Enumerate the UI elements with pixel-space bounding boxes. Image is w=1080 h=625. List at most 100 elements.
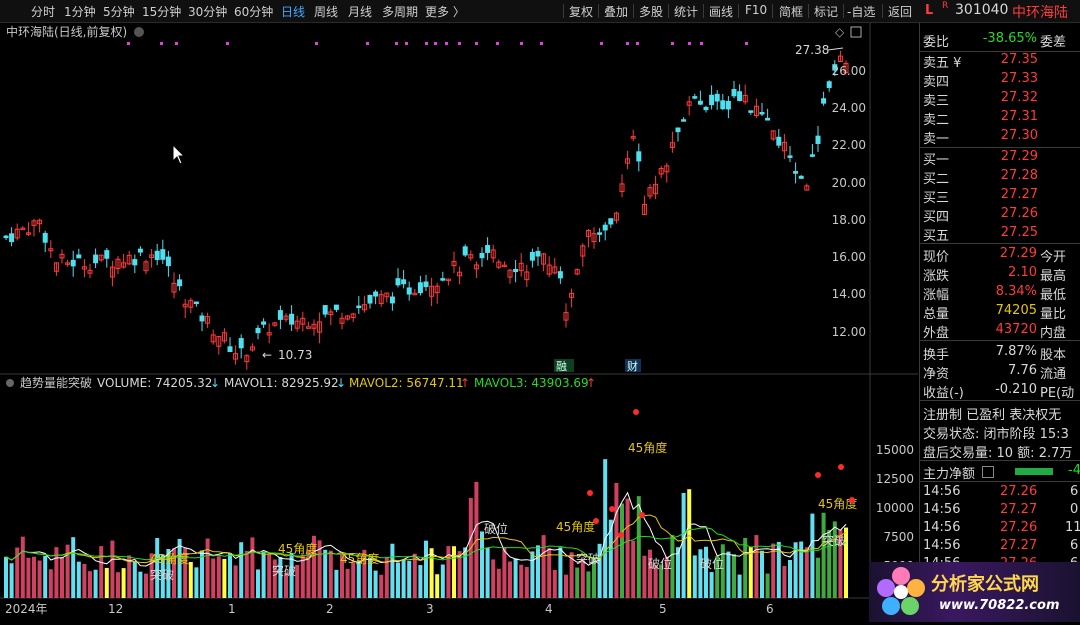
candle-body — [244, 355, 250, 363]
simple-frame-button[interactable]: 简框 — [779, 5, 804, 19]
mouse-cursor-icon — [172, 143, 186, 165]
multi-stock-button[interactable]: 多股 — [639, 5, 664, 19]
draw-line-button[interactable]: 画线 — [709, 5, 734, 19]
magenta-dot — [540, 42, 543, 45]
tab-weekly[interactable]: 周线 — [314, 5, 339, 19]
volume-bar — [306, 549, 311, 598]
f10-button[interactable]: F10 — [745, 3, 768, 17]
volume-bar — [261, 552, 266, 598]
candle-body — [585, 230, 591, 237]
red-signal-dot — [587, 490, 593, 496]
volume-bar — [244, 550, 249, 598]
divider — [920, 460, 1080, 461]
stat-row: 涨幅 8.34% 最低 — [920, 283, 1080, 303]
financial-report-badge[interactable] — [625, 359, 641, 372]
tab-timeshare[interactable]: 分时 — [31, 5, 56, 19]
restore-rights-button[interactable]: 复权 — [569, 5, 594, 19]
tick-row: 14:56 27.26 11 — [920, 519, 1080, 538]
candle-body — [367, 295, 373, 304]
volume-bar — [4, 556, 8, 598]
remove-favorite-button[interactable]: -自选 — [847, 5, 876, 19]
candle-body — [462, 246, 468, 256]
ask-row[interactable]: 卖三 27.32 — [920, 89, 1080, 109]
candle-body — [832, 64, 838, 71]
tab-30min[interactable]: 30分钟 — [188, 5, 228, 19]
candle-body — [171, 282, 177, 293]
bid-label: 买二 — [923, 172, 950, 187]
statistics-button[interactable]: 统计 — [674, 5, 699, 19]
candle-body — [815, 135, 821, 144]
signal-label: 45角度 — [278, 541, 317, 556]
window-toggle-icon[interactable] — [850, 26, 862, 38]
magenta-dot — [700, 42, 703, 45]
tab-1min[interactable]: 1分钟 — [64, 5, 96, 19]
volume-bar — [138, 571, 143, 598]
volume-bar — [636, 496, 641, 598]
volume-bar — [211, 558, 216, 598]
tick-price: 27.27 — [1000, 502, 1038, 517]
candle-body — [109, 266, 115, 278]
watermark-text: 分析家公式网 — [931, 574, 1039, 595]
candle-body — [793, 171, 799, 174]
candle-body — [143, 261, 149, 272]
ask-label: 卖一 — [923, 132, 950, 147]
price-tick: 14.00 — [832, 287, 866, 301]
volume-bar — [603, 459, 608, 598]
volume-bar — [844, 527, 848, 598]
volume-bar — [704, 546, 708, 598]
stat-value: 8.34% — [995, 284, 1037, 299]
candle-body — [199, 315, 205, 322]
overlay-button[interactable]: 叠加 — [604, 5, 629, 19]
volume-bar — [166, 549, 171, 598]
margin-trading-badge[interactable] — [554, 359, 574, 372]
tab-multi-period[interactable]: 多周期 — [382, 5, 419, 19]
ask-row[interactable]: 卖四 27.33 — [920, 70, 1080, 90]
volume-bar — [530, 551, 535, 598]
ask-row[interactable]: 卖一 27.30 — [920, 127, 1080, 147]
volume-bar — [827, 529, 832, 598]
bid-row[interactable]: 买二 27.28 — [920, 167, 1080, 187]
candle-body — [625, 158, 631, 164]
candle-body — [132, 259, 138, 266]
tab-daily[interactable]: 日线 — [281, 5, 306, 19]
tab-monthly[interactable]: 月线 — [348, 5, 373, 19]
list-icon[interactable] — [982, 466, 994, 478]
diamond-icon[interactable]: ◇ — [835, 25, 845, 39]
candle-body — [473, 264, 479, 270]
volume-bar — [760, 550, 764, 598]
ask-row[interactable]: 卖二 27.31 — [920, 108, 1080, 128]
ask-row[interactable]: 卖五 ¥ 27.35 — [920, 51, 1080, 71]
bid-row[interactable]: 买四 27.26 — [920, 205, 1080, 225]
tab-5min[interactable]: 5分钟 — [103, 5, 135, 19]
volume-bar — [793, 542, 798, 598]
candle-body — [65, 262, 71, 265]
bid-row[interactable]: 买一 27.29 — [920, 148, 1080, 168]
candle-body — [165, 256, 171, 267]
volume-bar — [82, 563, 87, 598]
ask-label: 卖二 — [923, 113, 950, 128]
chart-area[interactable]: 突破 45角度 45角度 突破 45角度 破位 45角度 突破 45角度 破位 破位 45角度 突破 中… — [0, 23, 918, 622]
bid-row[interactable]: 买五 27.25 — [920, 224, 1080, 244]
volume-bar — [429, 548, 434, 598]
back-button[interactable]: 返回 — [888, 5, 913, 19]
tab-more[interactable]: 更多 〉 — [425, 5, 465, 19]
tab-60min[interactable]: 60分钟 — [234, 5, 274, 19]
chart-options-icon[interactable] — [134, 27, 144, 37]
candle-body — [345, 315, 351, 320]
price-tick: 16.00 — [832, 250, 866, 264]
volume-bar — [177, 538, 182, 598]
volume-bar — [709, 572, 714, 598]
net-flow-row[interactable]: 主力净额 -4 — [920, 462, 1080, 482]
stock-name: 中环海陆 — [1012, 5, 1068, 21]
volume-bar — [642, 555, 647, 598]
indicator-options-icon[interactable] — [6, 379, 14, 387]
stat2-row: 换手 7.87% 股本 — [920, 343, 1080, 363]
mark-button[interactable]: 标记 — [814, 5, 839, 19]
tab-15min[interactable]: 15分钟 — [142, 5, 182, 19]
volume-bar — [440, 564, 445, 598]
high-price-label: 27.38 — [795, 43, 829, 57]
candle-body — [804, 185, 810, 191]
bid-row[interactable]: 买三 27.27 — [920, 186, 1080, 206]
